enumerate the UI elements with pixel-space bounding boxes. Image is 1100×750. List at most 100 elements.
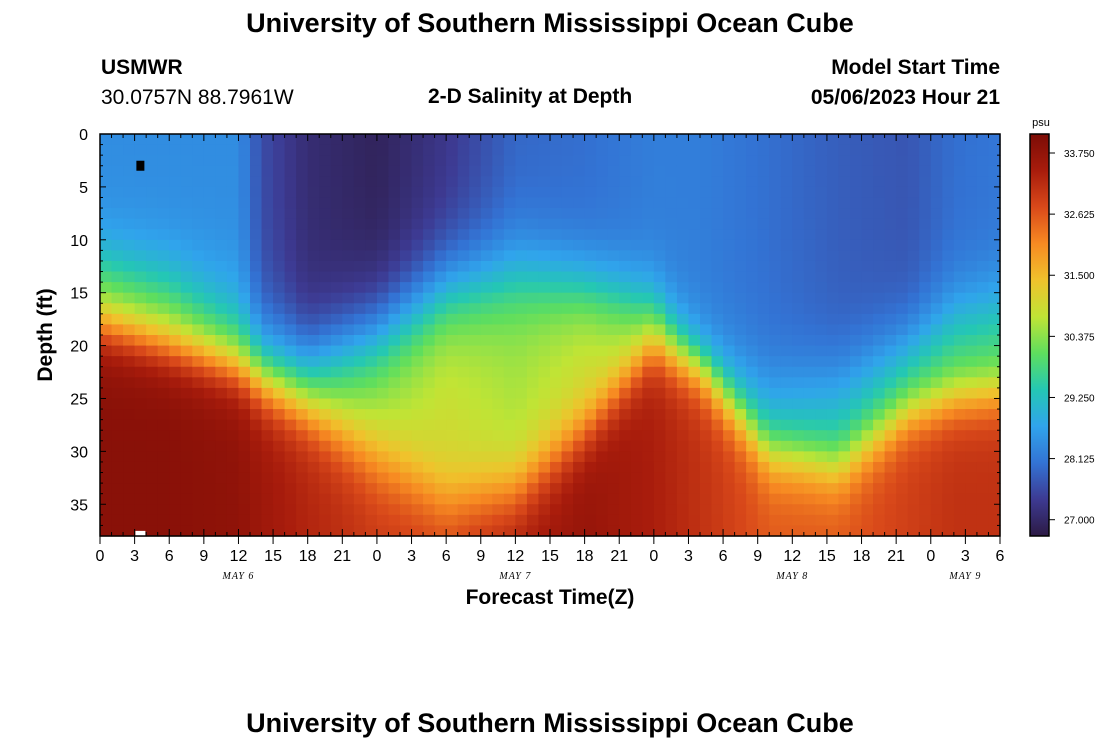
- heatmap-cell: [400, 514, 413, 527]
- heatmap-cell: [123, 324, 136, 336]
- heatmap-cell: [238, 208, 251, 220]
- heatmap-cell: [769, 461, 782, 474]
- heatmap-cell: [238, 493, 251, 505]
- heatmap-cell: [688, 430, 701, 442]
- heatmap-cell: [250, 483, 263, 495]
- heatmap-cell: [965, 292, 978, 304]
- heatmap-cell: [515, 134, 528, 146]
- heatmap-cell: [607, 525, 620, 537]
- heatmap-cell: [342, 419, 355, 431]
- heatmap-cell: [550, 451, 563, 463]
- heatmap-cell: [273, 514, 286, 527]
- heatmap-cell: [630, 514, 643, 527]
- heatmap-cell: [123, 483, 136, 495]
- heatmap-cell: [515, 165, 528, 177]
- heatmap-cell: [619, 440, 632, 452]
- heatmap-cell: [907, 313, 920, 326]
- heatmap-cell: [457, 239, 470, 251]
- heatmap-cell: [803, 356, 816, 368]
- heatmap-cell: [838, 229, 851, 241]
- heatmap-cell: [988, 472, 1001, 484]
- heatmap-cell: [492, 472, 505, 484]
- heatmap-cell: [723, 324, 736, 336]
- heatmap-cell: [284, 504, 297, 516]
- heatmap-cell: [376, 525, 390, 537]
- heatmap-cell: [192, 176, 205, 188]
- heatmap-cell: [469, 208, 482, 220]
- heatmap-cell: [538, 440, 551, 452]
- heatmap-cell: [503, 387, 516, 400]
- heatmap-cell: [838, 292, 851, 304]
- heatmap-cell: [480, 165, 493, 177]
- heatmap-cell: [815, 525, 828, 537]
- heatmap-cell: [746, 356, 759, 368]
- heatmap-cell: [423, 525, 436, 537]
- heatmap-cell: [930, 419, 943, 431]
- heatmap-cell: [296, 356, 309, 368]
- heatmap-cell: [515, 260, 528, 273]
- heatmap-cell: [942, 260, 955, 273]
- heatmap-cell: [953, 451, 966, 463]
- heatmap-cell: [630, 398, 643, 410]
- heatmap-cell: [515, 398, 528, 410]
- heatmap-cell: [792, 208, 805, 220]
- heatmap-cell: [815, 313, 828, 326]
- heatmap-cell: [146, 430, 159, 442]
- heatmap-cell: [573, 186, 586, 199]
- heatmap-cell: [746, 409, 759, 421]
- heatmap-cell: [584, 419, 597, 431]
- heatmap-cell: [711, 472, 724, 484]
- heatmap-cell: [515, 176, 528, 188]
- heatmap-cell: [492, 313, 505, 326]
- heatmap-cell: [676, 398, 690, 410]
- heatmap-cell: [342, 409, 355, 421]
- heatmap-cell: [630, 419, 643, 431]
- heatmap-cell: [988, 514, 1001, 527]
- heatmap-cell: [261, 250, 274, 262]
- heatmap-cell: [873, 239, 886, 251]
- heatmap-cell: [423, 409, 436, 421]
- heatmap-cell: [226, 324, 240, 336]
- heatmap-cell: [780, 440, 793, 452]
- heatmap-cell: [838, 208, 851, 220]
- heatmap-cell: [746, 430, 759, 442]
- heatmap-cell: [330, 493, 343, 505]
- heatmap-cell: [307, 387, 320, 400]
- heatmap-cell: [757, 472, 770, 484]
- heatmap-cell: [111, 186, 124, 199]
- heatmap-cell: [134, 324, 147, 336]
- heatmap-cell: [607, 345, 620, 357]
- date-label: MAY 8: [775, 571, 808, 582]
- heatmap-cell: [965, 218, 978, 230]
- heatmap-cell: [803, 324, 816, 336]
- heatmap-cell: [930, 440, 943, 452]
- heatmap-cell: [273, 229, 286, 241]
- heatmap-cell: [284, 430, 297, 442]
- x-tick-label: 12: [783, 548, 801, 565]
- heatmap-cell: [353, 461, 366, 474]
- heatmap-cell: [215, 345, 228, 357]
- heatmap-cell: [873, 356, 886, 368]
- heatmap-cell: [746, 451, 759, 463]
- heatmap-cell: [203, 239, 216, 251]
- heatmap-cell: [619, 292, 632, 304]
- heatmap-cell: [815, 218, 828, 230]
- heatmap-cell: [261, 186, 274, 199]
- heatmap-cell: [988, 419, 1001, 431]
- heatmap-cell: [711, 419, 724, 431]
- heatmap-cell: [976, 377, 990, 389]
- heatmap-cell: [861, 461, 874, 474]
- heatmap-cell: [492, 155, 505, 167]
- heatmap-cell: [215, 451, 228, 463]
- heatmap-cell: [930, 377, 943, 389]
- heatmap-cell: [550, 440, 563, 452]
- heatmap-cell: [953, 398, 966, 410]
- heatmap-cell: [123, 398, 136, 410]
- heatmap-cell: [573, 451, 586, 463]
- heatmap-cell: [411, 134, 424, 146]
- heatmap-cell: [192, 186, 205, 199]
- heatmap-cell: [157, 239, 170, 251]
- heatmap-cell: [250, 472, 263, 484]
- heatmap-cell: [688, 335, 701, 347]
- heatmap-cell: [769, 514, 782, 527]
